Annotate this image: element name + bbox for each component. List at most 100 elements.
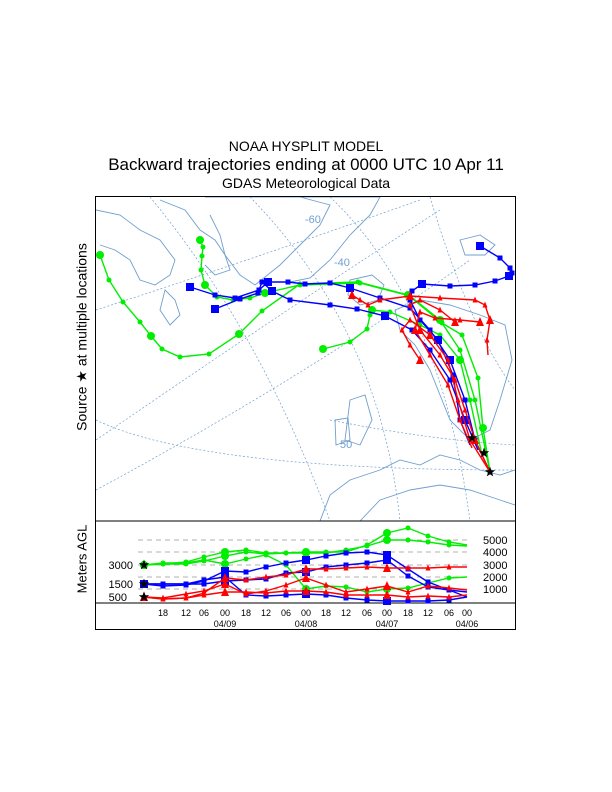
trajectory-point-triangle (323, 581, 329, 588)
trajectory-point-triangle (457, 416, 463, 423)
trajectory-point-square (364, 549, 370, 555)
trajectory-point-square (323, 592, 329, 598)
trajectory-point-square (492, 278, 498, 284)
time-tick-label: 00 (220, 608, 230, 618)
trajectory-point-square (327, 280, 333, 286)
time-tick-label: 12 (423, 608, 433, 618)
trajectory-point-triangle (425, 592, 431, 599)
trajectory-point-triangle (183, 590, 189, 597)
trajectory-point-triangle (263, 573, 269, 580)
trajectory-point-circle (200, 244, 206, 250)
source-star-icon (138, 559, 150, 570)
trajectory-point-square (507, 265, 513, 271)
trajectory-point-circle (446, 542, 452, 548)
trajectory-point-square (405, 598, 411, 604)
trajectory-point-triangle (437, 294, 443, 301)
date-label: 04/08 (295, 619, 318, 629)
trajectory-point-square (285, 279, 291, 285)
trajectory-point-triangle (446, 584, 452, 591)
trajectory-point-square (221, 567, 229, 575)
time-tick-label: 00 (382, 608, 392, 618)
trajectory-point-triangle (411, 325, 419, 334)
trajectory-point-triangle (432, 314, 438, 321)
trajectory-point-square (383, 597, 391, 605)
trajectory-point-square (505, 272, 513, 280)
trajectory-point-triangle (405, 588, 411, 595)
time-tick-label: 06 (362, 608, 372, 618)
trajectory-point-circle (457, 347, 463, 353)
trajectory-point-circle (472, 397, 478, 403)
trajectory-point-circle (347, 339, 353, 345)
time-tick-label: 06 (281, 608, 291, 618)
trajectory-point-triangle (407, 301, 413, 308)
trajectory-point-circle (459, 332, 465, 338)
trajectory-point-triangle (283, 587, 289, 594)
source-star-icon (138, 578, 150, 589)
trajectory-point-circle (357, 280, 363, 286)
trajectory-point-triangle (416, 355, 424, 364)
trajectory-point-triangle (201, 587, 207, 594)
trajectory-point-triangle (302, 564, 310, 573)
trajectory-point-circle (475, 375, 481, 381)
trajectory-point-triangle (343, 564, 349, 571)
trajectory-point-circle (405, 537, 411, 543)
trajectory-point-triangle (455, 396, 461, 403)
right-axis-label: 3000 (483, 560, 507, 572)
trajectory-point-circle (425, 539, 431, 545)
trajectory-point-triangle (221, 587, 229, 596)
trajectory-point-circle (405, 585, 411, 591)
date-label: 04/07 (376, 619, 399, 629)
trajectory-point-triangle (482, 301, 488, 308)
time-tick-label: 12 (341, 608, 351, 618)
trajectory-point-triangle (201, 591, 207, 598)
trajectory-point-triangle (364, 585, 370, 592)
trajectory-point-triangle (471, 435, 479, 444)
trajectory-point-circle (160, 560, 166, 566)
blue-trajectory-line (189, 281, 491, 473)
right-axis-label: 4000 (483, 547, 507, 559)
trajectory-point-square (405, 573, 411, 579)
trajectory-point-triangle (425, 582, 431, 589)
profile-trajectories (138, 525, 468, 605)
trajectory-point-circle (259, 308, 265, 314)
trajectory-point-circle (221, 560, 229, 568)
trajectory-point-square (354, 306, 360, 312)
trajectory-point-square (263, 593, 269, 599)
trajectory-point-triangle (472, 296, 478, 303)
chart-subtitle: GDAS Meteorological Data (221, 175, 391, 191)
time-tick-label: 18 (241, 608, 251, 618)
source-star-icon (478, 447, 490, 458)
trajectory-point-circle (405, 525, 411, 531)
trajectory-point-circle (106, 277, 112, 283)
start-heights: 3000 1500 500 (109, 560, 133, 604)
time-tick-label: 06 (444, 608, 454, 618)
trajectory-point-square (447, 377, 453, 383)
trajectory-point-triangle (407, 341, 413, 348)
trajectory-point-circle (383, 529, 391, 537)
time-tick-label: 00 (462, 608, 472, 618)
trajectory-point-triangle (364, 591, 370, 598)
trajectory-point-square (264, 278, 272, 286)
time-tick-label: 18 (403, 608, 413, 618)
trajectory-point-square (327, 302, 333, 308)
trajectory-point-square (343, 550, 349, 556)
trajectory-point-square (427, 347, 433, 353)
trajectory-point-triangle (183, 594, 189, 601)
right-axis-label: 5000 (483, 535, 507, 547)
trajectory-point-triangle (323, 588, 329, 595)
trajectory-point-square (201, 577, 207, 583)
trajectory-point-triangle (221, 579, 229, 588)
trajectory-point-triangle (484, 336, 490, 343)
trajectory-point-triangle (437, 351, 443, 358)
trajectory-point-square (497, 255, 503, 261)
trajectory-point-square (346, 284, 354, 292)
trajectory-point-triangle (446, 563, 452, 570)
trajectory-point-square (211, 305, 219, 313)
trajectory-point-triangle (462, 406, 468, 413)
trajectory-point-circle (221, 552, 229, 560)
trajectory-point-triangle (427, 351, 433, 358)
trajectory-point-triangle (283, 581, 289, 588)
trajectory-point-square (212, 292, 218, 298)
trajectory-point-square (417, 317, 423, 323)
